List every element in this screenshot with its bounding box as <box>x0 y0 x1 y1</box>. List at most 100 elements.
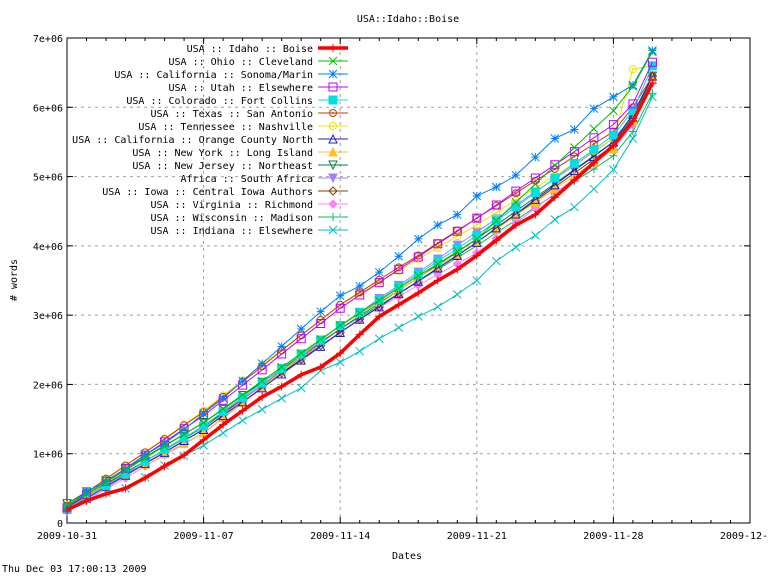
data-point <box>452 290 462 299</box>
data-point <box>354 314 365 324</box>
data-point <box>374 301 385 312</box>
data-point <box>413 271 423 281</box>
plot-border <box>66 37 751 524</box>
series-group <box>62 46 658 516</box>
legend-marker <box>329 213 337 221</box>
legend-marker <box>329 122 337 130</box>
data-point <box>394 282 404 292</box>
data-point <box>609 92 618 102</box>
data-point <box>413 312 423 321</box>
data-point <box>628 117 637 126</box>
data-point <box>297 370 306 379</box>
data-point <box>530 188 540 198</box>
data-point <box>530 197 541 207</box>
data-point <box>589 145 599 155</box>
y-tick-label: 3e+06 <box>33 311 63 322</box>
data-point <box>530 194 541 204</box>
data-point <box>550 134 560 143</box>
legend-marker <box>328 133 338 144</box>
y-tick-label: 2e+06 <box>33 380 63 391</box>
data-point <box>550 161 560 170</box>
data-point <box>179 429 189 439</box>
series-usa-ohio-cleveland <box>62 47 657 511</box>
data-point <box>335 303 345 313</box>
data-point <box>218 404 228 414</box>
data-point <box>609 165 618 174</box>
data-point <box>511 242 521 252</box>
data-point <box>569 158 579 168</box>
data-point <box>257 376 267 386</box>
data-point <box>257 359 267 368</box>
data-point <box>179 438 189 448</box>
data-point <box>316 335 326 344</box>
data-point <box>375 312 384 321</box>
data-point <box>631 68 634 71</box>
legend-marker <box>328 82 338 92</box>
data-point <box>472 276 482 285</box>
data-point <box>570 176 579 185</box>
data-point <box>472 213 482 223</box>
data-point <box>397 266 400 269</box>
data-point <box>82 496 91 505</box>
legend-label: USA :: Idaho :: Boise <box>187 44 313 55</box>
timestamp: Thu Dec 03 17:00:13 2009 <box>2 564 147 575</box>
legend-label: USA :: California :: Sonoma/Marin <box>114 70 313 81</box>
y-tick-label: 6e+06 <box>33 103 63 114</box>
data-point <box>238 406 247 415</box>
data-point <box>140 453 150 463</box>
data-point <box>374 278 384 288</box>
y-tick-label: 5e+06 <box>33 173 63 184</box>
legend-marker <box>329 44 337 52</box>
data-point <box>394 323 404 332</box>
data-point <box>471 237 482 247</box>
data-point <box>296 334 306 344</box>
chart-title: USA::Idaho::Boise <box>357 14 459 25</box>
series-usa-idaho-boise <box>63 79 657 514</box>
data-point <box>432 262 443 273</box>
data-point <box>316 363 325 372</box>
data-point <box>219 420 228 429</box>
data-point <box>296 383 306 393</box>
data-point <box>374 296 384 305</box>
data-point <box>472 251 481 260</box>
data-point <box>316 318 326 328</box>
data-point <box>491 256 501 266</box>
data-point <box>570 143 579 152</box>
data-point <box>550 193 559 202</box>
data-point <box>491 216 501 226</box>
data-point <box>121 465 130 475</box>
data-point <box>413 269 423 279</box>
data-point <box>160 438 169 448</box>
data-point <box>355 308 365 318</box>
data-point <box>394 251 404 261</box>
data-point <box>218 393 228 403</box>
data-point <box>628 65 637 74</box>
legend-marker <box>328 146 338 157</box>
data-point <box>589 184 599 194</box>
legend-label: USA :: Colorado :: Fort Collins <box>126 96 313 107</box>
data-point <box>238 416 247 425</box>
data-point <box>530 152 540 162</box>
data-point <box>413 276 424 286</box>
data-point <box>179 425 189 434</box>
data-point <box>472 191 482 201</box>
data-point <box>355 346 365 356</box>
data-point <box>413 252 423 262</box>
data-point <box>647 61 657 71</box>
legend-label: USA :: Texas :: San Antonio <box>150 109 313 120</box>
legend-label: USA :: Virginia :: Richmond <box>150 200 313 211</box>
data-point <box>257 405 267 414</box>
data-point <box>374 334 384 344</box>
data-point <box>609 106 618 116</box>
data-point <box>452 250 463 261</box>
data-point <box>589 124 599 134</box>
data-point <box>336 349 345 358</box>
data-point <box>218 428 228 438</box>
data-point <box>647 57 657 67</box>
data-point <box>296 355 306 365</box>
data-point <box>160 462 169 471</box>
legend-label: USA :: Iowa :: Central Iowa Authors <box>102 187 313 198</box>
legend-marker <box>328 95 338 105</box>
